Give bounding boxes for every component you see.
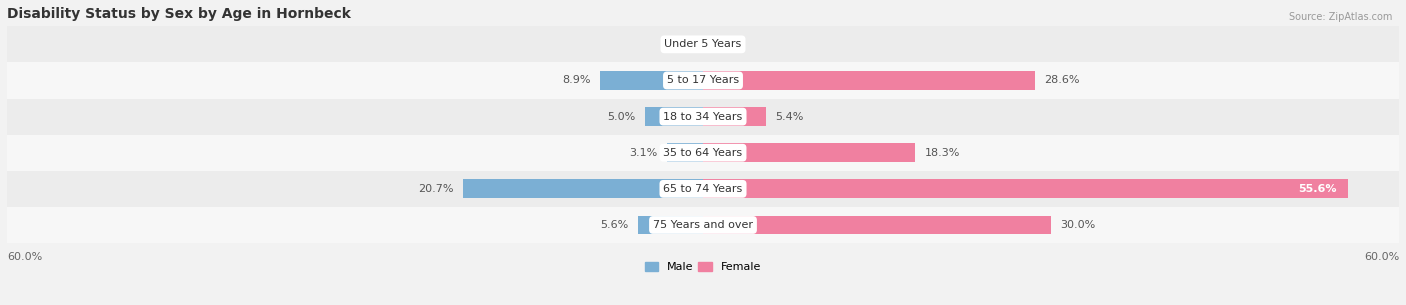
Text: 65 to 74 Years: 65 to 74 Years [664,184,742,194]
Bar [703,216,1052,234]
Text: 55.6%: 55.6% [1298,184,1337,194]
Text: Under 5 Years: Under 5 Years [665,39,741,49]
Text: 30.0%: 30.0% [1060,220,1095,230]
Bar [7,63,1399,99]
Bar [7,207,1399,243]
Text: 35 to 64 Years: 35 to 64 Years [664,148,742,158]
Text: Disability Status by Sex by Age in Hornbeck: Disability Status by Sex by Age in Hornb… [7,7,351,21]
Text: 3.1%: 3.1% [630,148,658,158]
Bar [666,143,703,162]
Bar [703,71,1035,90]
Text: 20.7%: 20.7% [418,184,454,194]
Bar [703,179,1348,198]
Bar [7,99,1399,135]
Bar [645,107,703,126]
Text: 0.0%: 0.0% [665,39,693,49]
Text: 60.0%: 60.0% [7,252,42,262]
Bar [7,171,1399,207]
Text: 18.3%: 18.3% [925,148,960,158]
Text: 60.0%: 60.0% [1364,252,1399,262]
Bar [600,71,703,90]
Bar [703,107,766,126]
Bar [463,179,703,198]
Text: 5.0%: 5.0% [607,112,636,122]
Bar [7,26,1399,63]
Text: 5.4%: 5.4% [775,112,803,122]
Text: 28.6%: 28.6% [1045,75,1080,85]
Bar [7,135,1399,171]
Text: 5.6%: 5.6% [600,220,628,230]
Text: 5 to 17 Years: 5 to 17 Years [666,75,740,85]
Text: 75 Years and over: 75 Years and over [652,220,754,230]
Text: 18 to 34 Years: 18 to 34 Years [664,112,742,122]
Bar [703,143,915,162]
Bar [638,216,703,234]
Text: 8.9%: 8.9% [562,75,591,85]
Legend: Male, Female: Male, Female [641,257,765,277]
Text: 0.0%: 0.0% [713,39,741,49]
Text: Source: ZipAtlas.com: Source: ZipAtlas.com [1288,12,1392,22]
